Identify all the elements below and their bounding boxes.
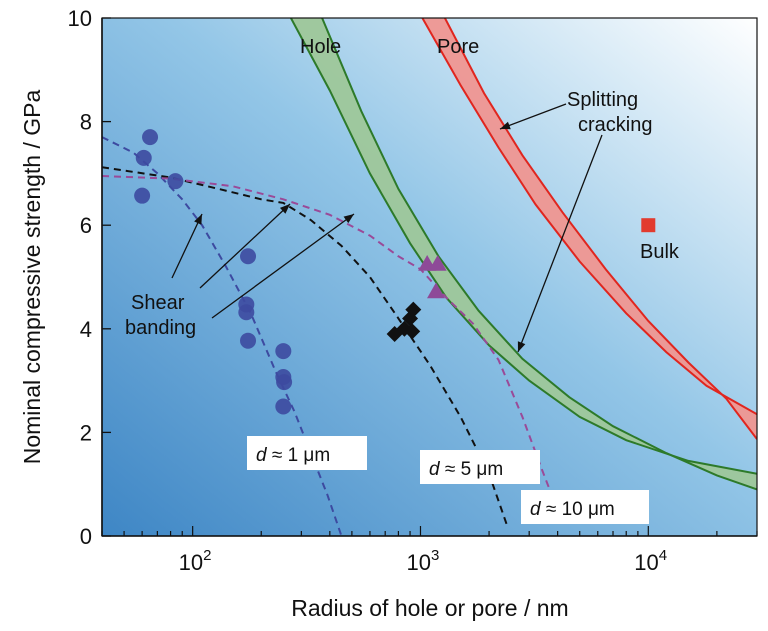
data-point-circle-7 — [238, 304, 255, 321]
data-point-circle-8 — [240, 332, 257, 349]
data-point-circle-1 — [142, 129, 159, 146]
data-point-triangle-2 — [428, 255, 447, 271]
annotation-hole: Hole — [300, 36, 341, 58]
data-point-circle-4 — [167, 173, 184, 190]
data-point-diamond-4 — [402, 310, 419, 327]
annotation-splitting: Splitting — [567, 89, 638, 111]
curve-label-d5-box — [420, 450, 540, 484]
data-point-circle-2 — [135, 149, 152, 166]
y-tick-label-8: 8 — [80, 110, 92, 135]
curve-label-d1: d ≈ 1 μm — [247, 436, 367, 470]
fit-curve-3 — [102, 175, 559, 511]
data-point-triangle-3 — [427, 282, 446, 299]
x-tick-label-1000: 103 — [406, 547, 439, 575]
arrow-splitting-1 — [499, 103, 567, 130]
annotation-cracking: cracking — [578, 114, 652, 136]
ticks-layer: 0 2 4 6 8 10 102 103 104 — [68, 6, 758, 575]
arrow-shear-3 — [211, 213, 355, 319]
annotation-pore: Pore — [437, 36, 479, 58]
arrow-splitting-1-head — [500, 121, 511, 130]
y-tick-label-2: 2 — [80, 420, 92, 445]
points-layer — [134, 129, 656, 415]
band-pore — [422, 18, 757, 440]
y-tick-label-10: 10 — [68, 6, 92, 31]
band-hole — [290, 18, 757, 490]
curve-label-d10-box — [521, 490, 649, 524]
data-point-circle-5 — [240, 248, 257, 265]
y-axis-title: Nominal compressive strength / GPa — [19, 90, 45, 465]
arrow-shear-3-head — [343, 214, 354, 224]
data-point-circle-3 — [134, 187, 151, 204]
arrow-splitting-2 — [517, 134, 603, 353]
arrow-shear-2 — [199, 203, 291, 289]
arrow-shear-1-head — [194, 214, 202, 225]
data-point-square-1 — [641, 218, 656, 233]
x-axis-title: Radius of hole or pore / nm — [291, 595, 568, 621]
curve-label-d1-box — [247, 436, 367, 470]
band-pore-lower-edge — [444, 18, 757, 440]
data-point-circle-12 — [275, 398, 292, 415]
curve-label-d5-text: d ≈ 5 μm — [429, 459, 503, 480]
arrow-shear-1 — [171, 213, 203, 279]
curve-label-d5: d ≈ 5 μm — [420, 450, 540, 484]
annotation-banding: banding — [125, 317, 196, 339]
band-pore-upper-edge — [421, 18, 757, 416]
fit-curves-layer — [102, 136, 559, 536]
curve-label-d1-text: d ≈ 1 μm — [256, 445, 330, 466]
x-tick-label-100: 102 — [179, 547, 212, 575]
curve-label-d10-text: d ≈ 10 μm — [530, 499, 615, 520]
arrow-shear-2-head — [279, 204, 290, 214]
annotation-bulk: Bulk — [640, 241, 680, 263]
arrow-splitting-2-head — [517, 341, 526, 352]
annotation-shear: Shear — [131, 292, 185, 314]
curve-label-d10: d ≈ 10 μm — [521, 490, 649, 524]
data-point-circle-11 — [276, 374, 293, 391]
arrows-layer — [171, 103, 603, 353]
x-tick-label-10000: 104 — [634, 547, 667, 575]
data-point-diamond-5 — [404, 323, 421, 340]
band-hole-upper-edge — [290, 18, 757, 475]
fit-curve-2 — [102, 166, 509, 526]
band-hole-lower-edge — [321, 18, 757, 491]
data-point-circle-9 — [275, 343, 292, 360]
y-tick-label-4: 4 — [80, 317, 92, 342]
fit-curve-1 — [102, 136, 343, 536]
y-tick-label-6: 6 — [80, 213, 92, 238]
y-tick-label-0: 0 — [80, 524, 92, 549]
bands-layer — [290, 18, 757, 491]
